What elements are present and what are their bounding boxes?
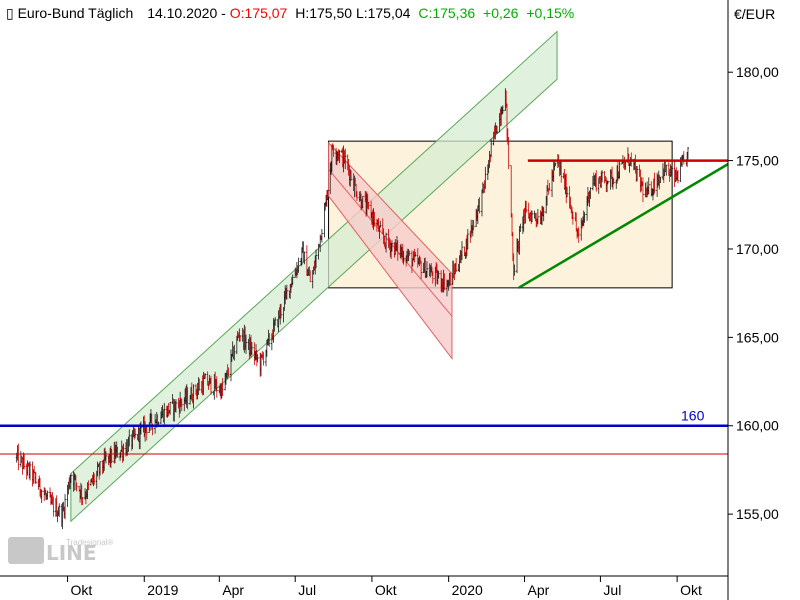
header-change: +0,26 (483, 5, 519, 21)
y-tick-label: 175,00 (736, 153, 779, 169)
annotation-layer: 160 (0, 159, 729, 455)
header-low: L:175,04 (356, 5, 411, 21)
header-date: 14.10.2020 (147, 5, 217, 21)
x-tick-label: Okt (71, 582, 93, 598)
chart-background-layer (70, 30, 673, 523)
x-tick-label: 2020 (452, 582, 483, 598)
header-icon: ▯ (6, 5, 18, 21)
x-tick-label: Jul (603, 582, 621, 598)
header-close: C:175,36 (418, 5, 475, 21)
x-tick-label: Apr (528, 582, 550, 598)
y-tick-label: 165,00 (736, 329, 779, 345)
watermark-logo: on LINE Tradesignal® (8, 537, 114, 565)
chart-header: ▯ Euro-Bund Täglich 14.10.2020 - O:175,0… (6, 5, 574, 21)
watermark-text-on: on (11, 541, 39, 565)
level-160-label: 160 (681, 408, 705, 424)
ascending-support-line (518, 163, 729, 289)
axis-layer: 155,00 160,00 165,00 170,00 175,00 180,00 Okt 2… (0, 0, 779, 600)
price-bars-layer (15, 88, 689, 530)
header-title: Euro-Bund Täglich (18, 5, 134, 21)
x-tick-label: Jul (298, 582, 316, 598)
y-tick-label: 160,00 (736, 418, 779, 434)
x-tick-label: Okt (375, 582, 397, 598)
header-open: O:175,07 (230, 5, 288, 21)
x-tick-label: Okt (680, 582, 702, 598)
header-change-pct: +0,15% (526, 5, 574, 21)
y-tick-label: 180,00 (736, 64, 779, 80)
header-high: H:175,50 (295, 5, 352, 21)
y-tick-label: 155,00 (736, 506, 779, 522)
y-tick-label: 170,00 (736, 241, 779, 257)
currency-label: €/EUR (734, 6, 775, 22)
watermark-brand: Tradesignal® (66, 538, 114, 547)
watermark-text-line: LINE (46, 541, 97, 565)
x-tick-label: Apr (222, 582, 244, 598)
x-tick-label: 2019 (147, 582, 178, 598)
